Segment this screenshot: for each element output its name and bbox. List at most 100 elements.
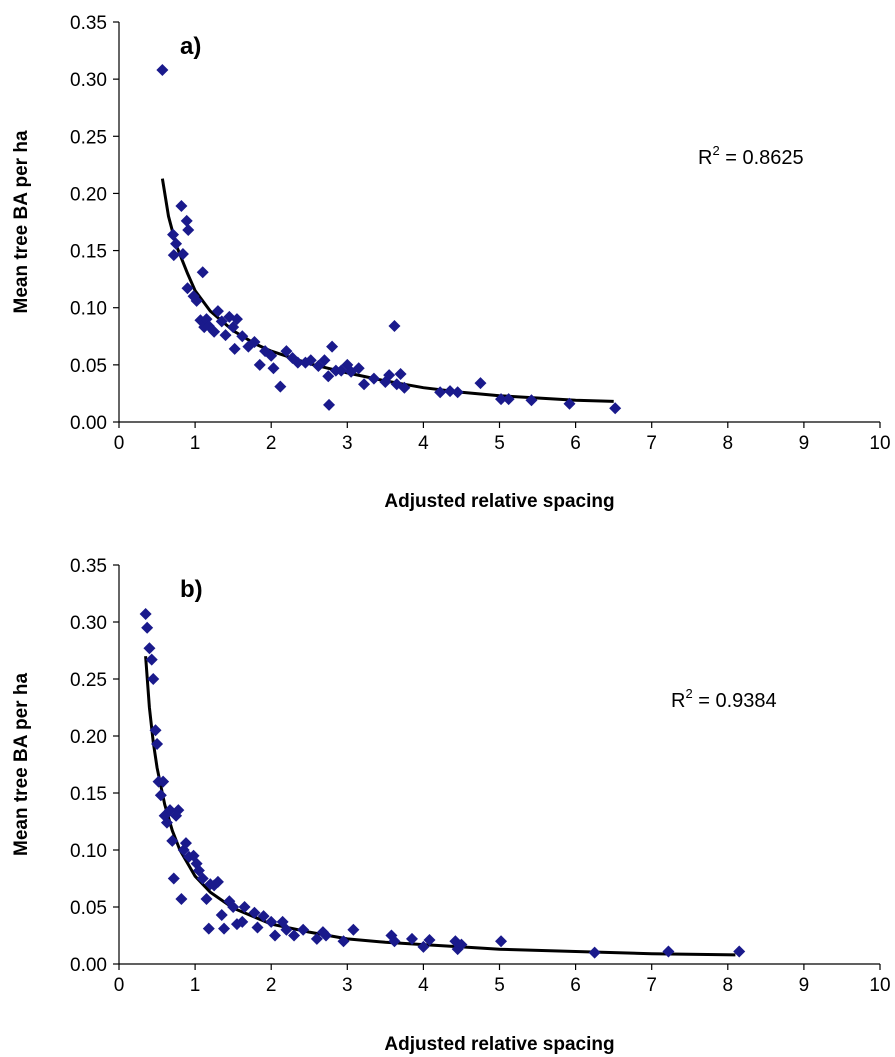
x-tick-label: 5 <box>494 975 505 996</box>
data-point <box>388 320 401 332</box>
data-point <box>310 932 323 945</box>
data-point <box>149 724 162 737</box>
data-point <box>175 893 188 906</box>
data-point <box>297 923 310 936</box>
data-point <box>588 946 601 959</box>
data-point <box>502 393 515 406</box>
y-tick-label: 0.05 <box>70 356 107 377</box>
y-tick-label: 0.25 <box>70 127 107 148</box>
data-point <box>405 932 418 945</box>
r-squared-base: R <box>671 690 685 712</box>
y-tick-label: 0.20 <box>70 727 107 748</box>
data-point <box>434 386 447 399</box>
chart-panel-a: 0.00 0.05 0.10 0.15 0.20 0.25 0.30 0.35 0 1 2 3 4 5 6… <box>11 13 891 512</box>
y-tick-label: 0.15 <box>70 784 107 805</box>
data-point <box>215 908 228 921</box>
data-point <box>417 940 430 953</box>
x-axis-title: Adjusted relative spacing <box>384 491 614 512</box>
data-point <box>200 893 213 906</box>
data-point <box>154 789 167 802</box>
data-point <box>398 381 411 394</box>
data-point <box>253 358 266 371</box>
data-point <box>230 313 243 326</box>
x-tick-label: 4 <box>418 433 429 454</box>
data-point <box>388 935 401 948</box>
r-squared-superscript: 2 <box>685 686 692 701</box>
y-tick-label: 0.10 <box>70 299 107 320</box>
trend-line <box>160 178 614 403</box>
x-tick-label: 6 <box>570 975 581 996</box>
data-point <box>166 834 179 847</box>
y-tick-label: 0.10 <box>70 841 107 862</box>
chart-panel-b: 0.00 0.05 0.10 0.15 0.20 0.25 0.30 0.35 0 1 2 3 4 5 6… <box>11 556 891 1055</box>
data-point <box>170 237 183 250</box>
x-tick-label: 1 <box>190 433 201 454</box>
data-point <box>525 394 538 407</box>
data-point <box>143 642 156 655</box>
data-point <box>280 345 293 358</box>
x-tick-labels: 0 1 2 3 4 5 6 7 8 9 10 <box>114 975 891 996</box>
x-tick-label: 6 <box>570 433 581 454</box>
x-tick-label: 9 <box>799 975 810 996</box>
y-tick-labels: 0.00 0.05 0.10 0.15 0.20 0.25 0.30 0.35 <box>70 556 107 976</box>
data-point <box>190 294 203 307</box>
y-tick-label: 0.00 <box>70 955 107 976</box>
data-point <box>662 945 675 958</box>
panel-label: b) <box>180 576 203 603</box>
data-point <box>179 837 192 850</box>
data-point <box>495 393 508 406</box>
panel-label: a) <box>180 33 201 60</box>
x-tick-label: 5 <box>494 433 505 454</box>
data-point <box>280 923 293 936</box>
data-point <box>265 915 278 928</box>
data-point <box>181 282 194 295</box>
tick-marks <box>113 564 881 970</box>
data-point <box>563 397 576 410</box>
y-tick-label: 0.15 <box>70 242 107 263</box>
data-points <box>139 608 746 959</box>
data-point <box>319 929 332 942</box>
data-point <box>248 906 261 919</box>
data-point <box>322 370 335 383</box>
data-point <box>211 875 224 888</box>
data-point <box>215 315 228 328</box>
y-tick-label: 0.20 <box>70 184 107 205</box>
r-squared-value: = 0.8625 <box>720 147 804 169</box>
x-tick-label: 10 <box>869 975 890 996</box>
r-squared-annotation: R2 = 0.9384 <box>671 686 777 712</box>
x-axis-title: Adjusted relative spacing <box>384 1034 614 1055</box>
y-axis-title: Mean tree BA per ha <box>11 130 32 313</box>
data-point <box>180 214 193 227</box>
data-point <box>167 872 180 885</box>
x-tick-label: 3 <box>342 975 353 996</box>
x-tick-label: 2 <box>266 975 277 996</box>
data-point <box>145 653 158 666</box>
data-point <box>196 872 209 885</box>
data-point <box>444 385 457 398</box>
data-point <box>257 910 270 923</box>
data-point <box>211 305 224 318</box>
data-point <box>175 200 188 212</box>
y-tick-label: 0.35 <box>70 556 107 577</box>
data-point <box>352 362 365 375</box>
data-point <box>609 402 622 415</box>
data-point <box>495 935 508 948</box>
y-tick-label: 0.30 <box>70 70 107 91</box>
data-point <box>347 923 360 936</box>
data-point <box>228 342 241 355</box>
data-point <box>151 737 164 750</box>
data-point <box>251 921 264 934</box>
x-tick-label: 3 <box>342 433 353 454</box>
x-tick-label: 7 <box>646 433 657 454</box>
data-point <box>208 325 221 338</box>
data-point <box>455 938 468 951</box>
data-point <box>451 386 464 399</box>
data-points <box>156 64 622 415</box>
data-point <box>291 356 304 369</box>
y-tick-labels: 0.00 0.05 0.10 0.15 0.20 0.25 0.30 0.35 <box>70 13 107 434</box>
data-point <box>474 377 487 390</box>
r-squared-value: = 0.9384 <box>693 690 777 712</box>
y-tick-label: 0.00 <box>70 413 107 434</box>
data-point <box>304 354 317 367</box>
